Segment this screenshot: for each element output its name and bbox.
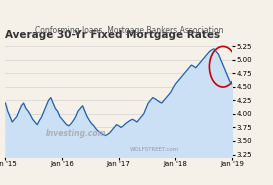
Text: Conforming loans, Mortgage Bankers Association: Conforming loans, Mortgage Bankers Assoc…: [35, 26, 224, 35]
Text: WOLFSTREET.com: WOLFSTREET.com: [130, 147, 179, 152]
Text: Investing.com: Investing.com: [46, 129, 107, 138]
Text: Average 30-Yr Fixed Mortgage Rates: Average 30-Yr Fixed Mortgage Rates: [5, 30, 221, 40]
